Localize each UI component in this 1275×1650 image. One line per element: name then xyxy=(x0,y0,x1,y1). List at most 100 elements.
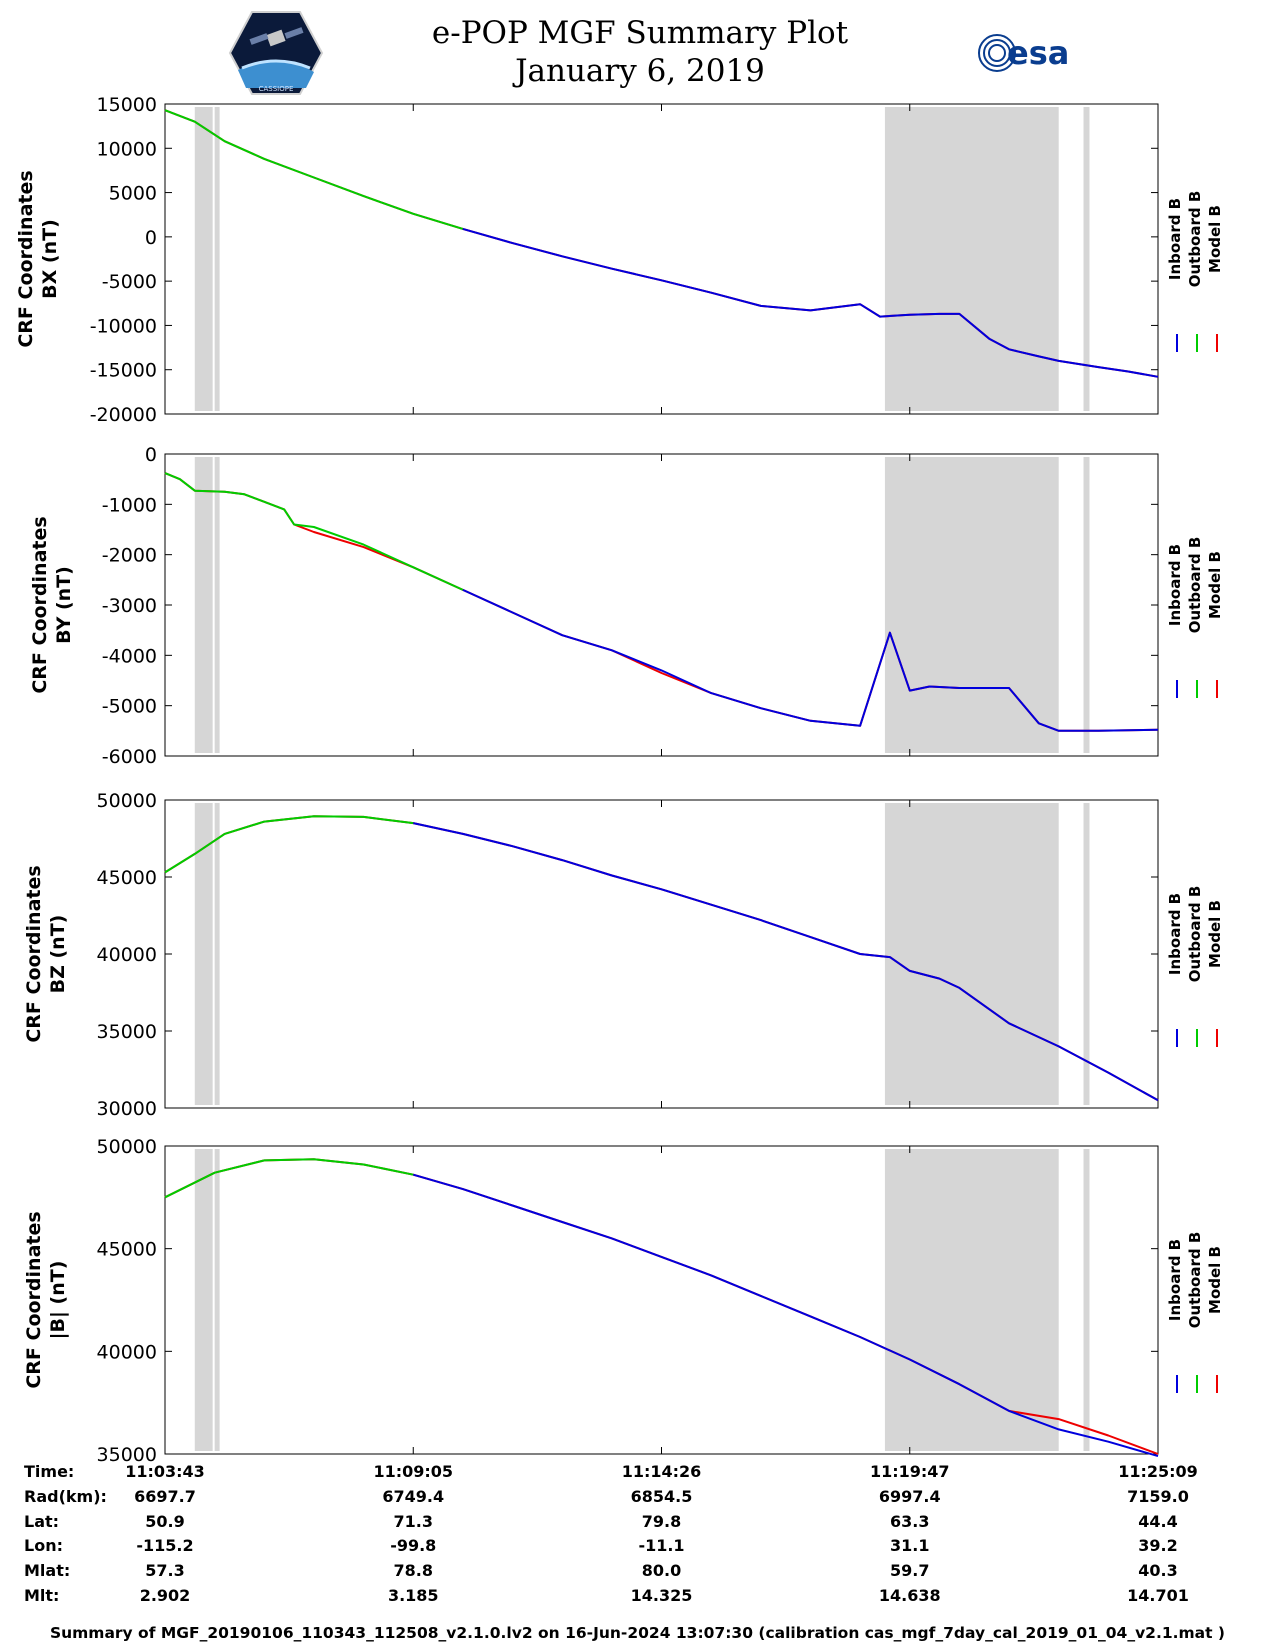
legend-label: Outboard B xyxy=(1186,537,1204,634)
shaded-interval-4-1 xyxy=(194,1149,220,1451)
y-tick-label: -6000 xyxy=(102,746,157,768)
y-tick-label: 40000 xyxy=(97,1341,157,1363)
y-tick-label: 50000 xyxy=(97,1136,157,1158)
y-tick-label: -10000 xyxy=(90,315,157,337)
shaded-interval-1-3 xyxy=(1083,107,1090,411)
file-summary-footer: Summary of MGF_20190106_110343_112508_v2… xyxy=(49,1624,1226,1642)
orbit-info-value: 31.1 xyxy=(890,1536,930,1556)
shaded-gap-3 xyxy=(212,803,215,1105)
orbit-info-value: 3.185 xyxy=(387,1586,439,1605)
shaded-interval-4-2 xyxy=(884,1149,1059,1451)
legend-label: Model B xyxy=(1206,551,1224,619)
shaded-interval-3-2 xyxy=(884,803,1059,1105)
orbit-info-value: 6854.5 xyxy=(630,1486,693,1506)
orbit-info-value: 7159.0 xyxy=(1127,1486,1189,1506)
orbit-info-value: 50.9 xyxy=(145,1511,185,1531)
series-outboard-b-3 xyxy=(164,815,414,874)
orbit-info-value: -115.2 xyxy=(136,1536,194,1556)
legend-label: Outboard B xyxy=(1186,191,1204,288)
y-axis-label-line2: BY (nT) xyxy=(53,566,75,644)
y-tick-label: -20000 xyxy=(90,404,157,426)
series-outboard-b-2 xyxy=(164,472,464,591)
orbit-info-value: 39.2 xyxy=(1138,1536,1178,1556)
legend-label: Model B xyxy=(1206,1246,1224,1314)
orbit-info-value: 63.3 xyxy=(890,1511,930,1531)
orbit-info-value: 6997.4 xyxy=(878,1486,941,1506)
y-tick-label: 0 xyxy=(145,444,157,466)
orbit-info-value: 44.4 xyxy=(1138,1511,1178,1531)
y-tick-label: 45000 xyxy=(97,1239,157,1261)
orbit-info-value: 59.7 xyxy=(890,1561,930,1581)
series-inboard-b-1 xyxy=(462,227,1159,378)
y-axis-label-1: CRF Coordinates BX (nT) xyxy=(15,170,61,347)
orbit-info-value: 57.3 xyxy=(145,1561,185,1581)
y-axis-label-line2: BX (nT) xyxy=(39,219,61,299)
legend-label: Inboard B xyxy=(1166,893,1184,975)
y-tick-label: -4000 xyxy=(102,645,157,667)
orbit-info-value: 11:19:47 xyxy=(869,1462,950,1481)
orbit-info-table: Time: Rad(km): Lat: Lon: Mlat: Mlt: 11:03:43 66… xyxy=(0,1462,1275,1612)
mgf-summary-chart: 150001000050000-5000-10000-15000-20000CR… xyxy=(15,94,1224,1462)
shaded-interval-4-3 xyxy=(1083,1149,1090,1451)
orbit-info-value: 14.325 xyxy=(630,1586,693,1605)
plot-title-block: e-POP MGF Summary Plot January 6, 2019 xyxy=(380,14,900,90)
series-inboard-b-2 xyxy=(462,588,1159,732)
shaded-interval-3-1 xyxy=(194,803,220,1105)
y-axis-label-4: CRF Coordinates |B| (nT) xyxy=(23,1211,69,1388)
cassiope-logo: CASSIOPE xyxy=(228,11,324,95)
orbit-info-label: Lat: xyxy=(24,1511,60,1531)
orbit-info-value: 71.3 xyxy=(393,1511,433,1531)
orbit-info-value: 40.3 xyxy=(1138,1561,1178,1581)
orbit-info-value: 2.902 xyxy=(139,1586,191,1605)
shaded-interval-1-1 xyxy=(194,107,220,411)
orbit-info-value: -11.1 xyxy=(638,1536,685,1556)
orbit-info-value: 11:25:09 xyxy=(1118,1462,1198,1481)
y-tick-label: -5000 xyxy=(102,696,157,718)
shaded-interval-2-3 xyxy=(1083,457,1090,753)
y-tick-label: 50000 xyxy=(97,790,157,812)
series-inboard-b-4 xyxy=(413,1173,1159,1458)
y-axis-label-line2: BZ (nT) xyxy=(47,915,69,994)
legend-label: Outboard B xyxy=(1186,886,1204,983)
y-axis-label-2: CRF Coordinates BY (nT) xyxy=(29,516,75,693)
y-axis-label-line1: CRF Coordinates xyxy=(23,1211,45,1388)
legend-label: Model B xyxy=(1206,205,1224,273)
y-tick-label: 35000 xyxy=(97,1021,157,1043)
legend-label: Inboard B xyxy=(1166,1239,1184,1321)
plot-date: January 6, 2019 xyxy=(515,53,765,89)
orbit-info-label: Rad(km): xyxy=(24,1486,107,1506)
y-tick-label: -2000 xyxy=(102,545,157,567)
orbit-info-label: Mlt: xyxy=(24,1586,60,1605)
esa-logo-text: esa xyxy=(1007,34,1069,72)
orbit-info-value: -99.8 xyxy=(390,1536,437,1556)
y-tick-label: 35000 xyxy=(97,1444,157,1462)
shaded-interval-1-2 xyxy=(884,107,1059,411)
shaded-gap-1 xyxy=(212,107,215,411)
orbit-info-label: Lon: xyxy=(24,1536,63,1556)
y-tick-label: 45000 xyxy=(97,867,157,889)
orbit-info-value: 78.8 xyxy=(393,1561,433,1581)
shaded-interval-3-3 xyxy=(1083,803,1090,1105)
cassiope-logo-text: CASSIOPE xyxy=(259,85,294,93)
orbit-info-value: 14.638 xyxy=(878,1586,941,1605)
orbit-info-value: 11:09:05 xyxy=(373,1462,454,1481)
y-axis-label-line2: |B| (nT) xyxy=(47,1261,69,1340)
y-tick-label: -15000 xyxy=(90,360,157,382)
orbit-info-value: 6697.7 xyxy=(134,1486,196,1506)
y-tick-label: 30000 xyxy=(97,1098,157,1120)
y-axis-label-line1: CRF Coordinates xyxy=(29,516,51,693)
esa-logo: esa xyxy=(978,34,1069,72)
series-outboard-b-4 xyxy=(164,1158,414,1199)
y-tick-label: 10000 xyxy=(97,138,157,160)
orbit-info-value: 11:03:43 xyxy=(125,1462,205,1481)
legend-label: Inboard B xyxy=(1166,198,1184,280)
shaded-interval-2-2 xyxy=(884,457,1059,753)
shaded-interval-2-1 xyxy=(194,457,220,753)
y-tick-label: 5000 xyxy=(109,183,157,205)
plot-title: e-POP MGF Summary Plot xyxy=(431,15,849,51)
orbit-info-value: 80.0 xyxy=(641,1561,682,1581)
y-tick-label: 0 xyxy=(145,227,157,249)
orbit-info-value: 14.701 xyxy=(1127,1586,1189,1605)
orbit-info-value: 6749.4 xyxy=(382,1486,445,1506)
y-axis-label-line1: CRF Coordinates xyxy=(15,170,37,347)
